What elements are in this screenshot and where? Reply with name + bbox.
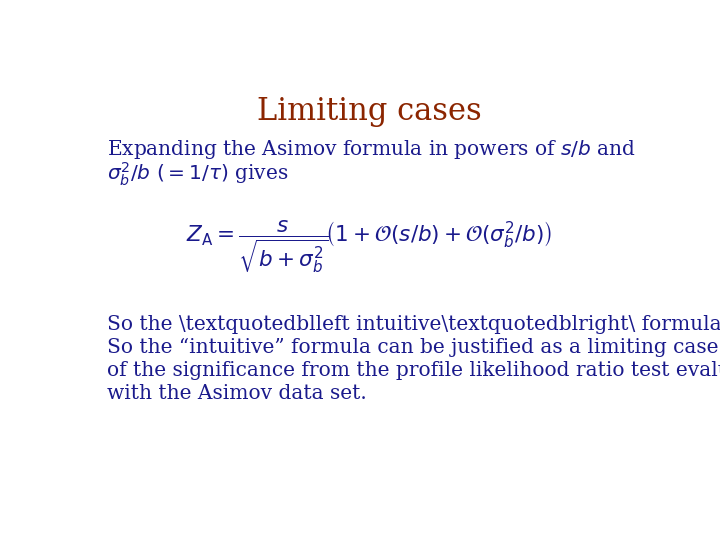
Text: $Z_\mathrm{A} = \dfrac{s}{\sqrt{b + \sigma_b^2}}\!\left(1 + \mathcal{O}(s/b) + \: $Z_\mathrm{A} = \dfrac{s}{\sqrt{b + \sig… (186, 219, 552, 275)
Text: Limiting cases: Limiting cases (256, 96, 482, 126)
Text: Expanding the Asimov formula in powers of $\mathit{s/b}$ and: Expanding the Asimov formula in powers o… (107, 138, 636, 161)
Text: with the Asimov data set.: with the Asimov data set. (107, 384, 366, 403)
Text: of the significance from the profile likelihood ratio test evaluated: of the significance from the profile lik… (107, 361, 720, 380)
Text: So the \textquotedblleft intuitive\textquotedblright\ formula can be justified a: So the \textquotedblleft intuitive\textq… (107, 315, 720, 334)
Text: $\sigma_b^{2}/b$ $(= 1/\tau)$ gives: $\sigma_b^{2}/b$ $(= 1/\tau)$ gives (107, 161, 289, 188)
Text: So the “intuitive” formula can be justified as a limiting case: So the “intuitive” formula can be justif… (107, 338, 719, 357)
